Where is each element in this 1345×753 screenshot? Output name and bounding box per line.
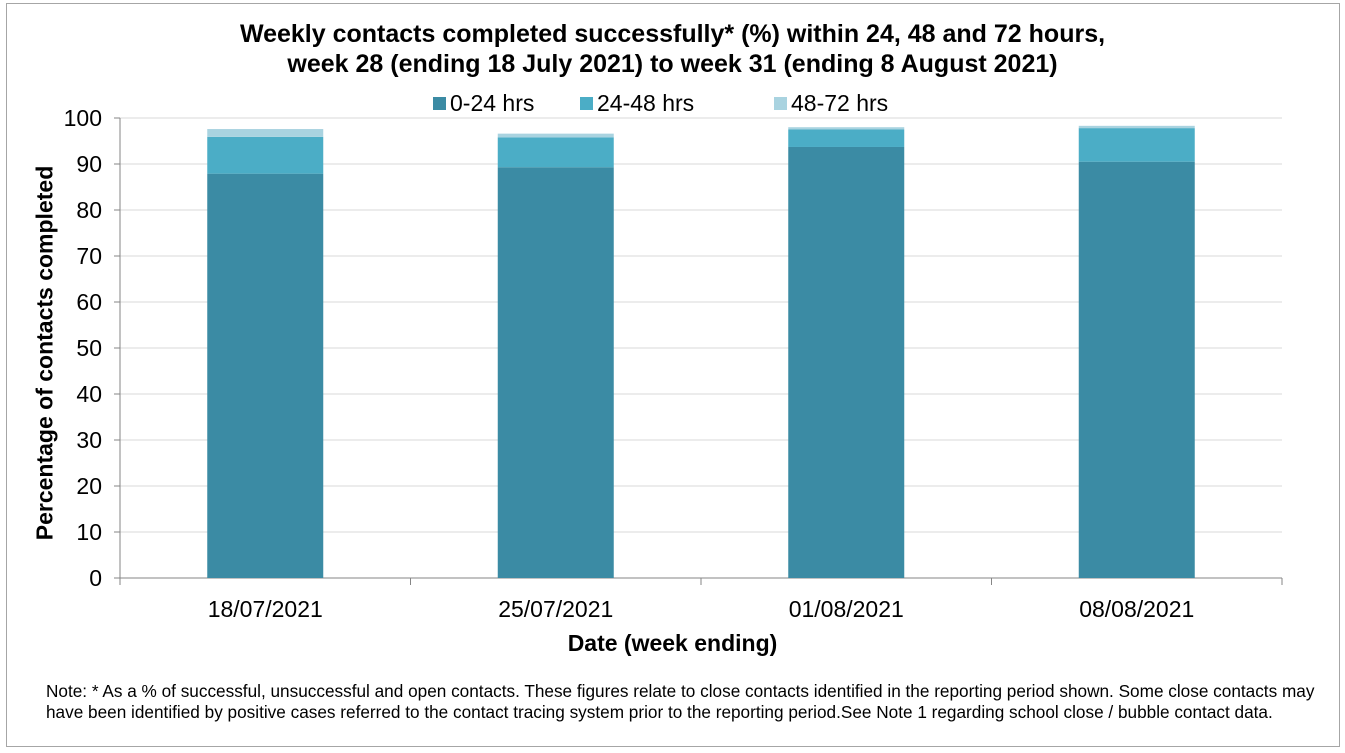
- bar-segment: [788, 129, 905, 147]
- bar-segment: [207, 173, 324, 578]
- bar-segment: [1078, 128, 1195, 162]
- y-tick-label: 30: [76, 427, 102, 453]
- y-tick-label: 40: [76, 381, 102, 407]
- y-tick-label: 100: [63, 105, 102, 131]
- bar-segment: [497, 167, 614, 578]
- bar-segment: [1078, 161, 1195, 578]
- x-tick-label: 18/07/2021: [207, 596, 323, 622]
- bar-segment: [788, 146, 905, 579]
- bar-segment: [207, 136, 324, 174]
- x-tick-label: 08/08/2021: [1079, 596, 1195, 622]
- y-axis-label: Percentage of contacts completed: [31, 165, 58, 541]
- footnote: Note: * As a % of successful, unsuccessf…: [46, 681, 1315, 722]
- legend-label-24-48: 24-48 hrs: [597, 89, 695, 116]
- bar-segment: [497, 133, 614, 138]
- chart-subtitle: week 28 (ending 18 July 2021) to week 31…: [287, 50, 1058, 78]
- legend-swatch-24-48: [580, 96, 593, 110]
- y-tick-label: 50: [76, 335, 102, 361]
- y-tick-label: 70: [76, 243, 102, 269]
- x-tick-label: 25/07/2021: [498, 596, 614, 622]
- y-tick-label: 20: [76, 473, 102, 499]
- bar-segment: [207, 129, 324, 137]
- y-tick-label: 80: [76, 197, 102, 223]
- bar-segment: [497, 137, 614, 168]
- bar-segment: [788, 127, 905, 130]
- chart-title: Weekly contacts completed successfully* …: [239, 20, 1106, 48]
- x-tick-label: 01/08/2021: [788, 596, 904, 622]
- legend-label-48-72: 48-72 hrs: [791, 89, 889, 116]
- y-tick-label: 0: [89, 565, 102, 591]
- y-tick-label: 10: [76, 519, 102, 545]
- bar-segment: [1078, 125, 1195, 129]
- y-tick-label: 60: [76, 289, 102, 315]
- legend-swatch-48-72: [774, 96, 787, 110]
- legend-item-48-72: 48-72 hrs: [774, 89, 888, 117]
- legend-label-0-24: 0-24 hrs: [450, 89, 535, 116]
- legend-item-24-48: 24-48 hrs: [580, 89, 694, 117]
- x-axis-label: Date (week ending): [567, 630, 778, 656]
- legend-item-0-24: 0-24 hrs: [433, 89, 534, 117]
- y-tick-label: 90: [76, 151, 102, 177]
- legend-swatch-0-24: [433, 96, 446, 110]
